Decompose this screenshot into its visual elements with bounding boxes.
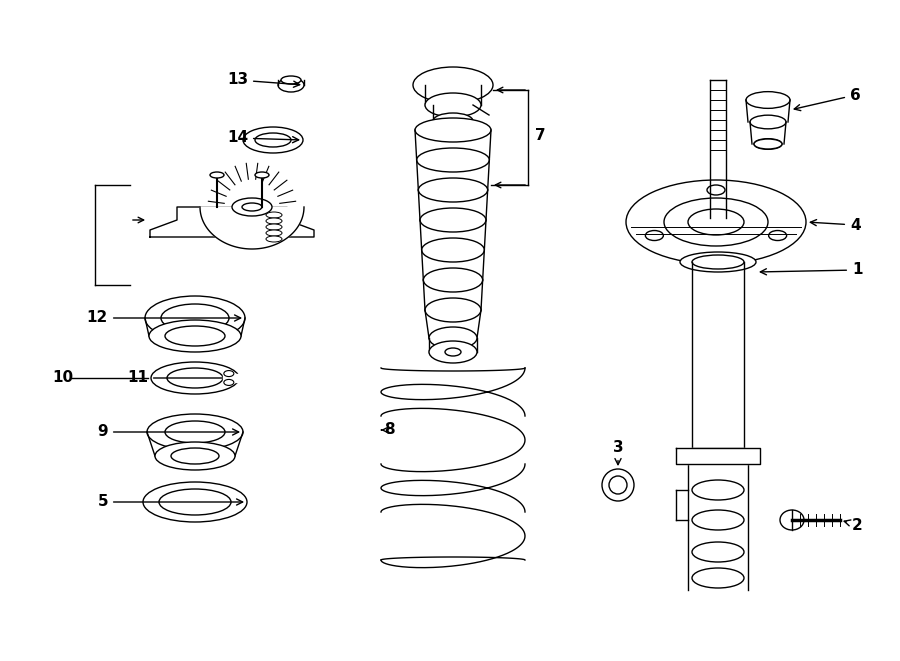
Ellipse shape (149, 320, 241, 352)
Ellipse shape (420, 208, 486, 232)
Ellipse shape (255, 133, 291, 147)
Ellipse shape (645, 231, 663, 241)
Ellipse shape (692, 480, 744, 500)
Ellipse shape (155, 442, 235, 470)
Text: 2: 2 (844, 518, 863, 533)
Text: 1: 1 (760, 262, 862, 278)
Ellipse shape (255, 172, 269, 178)
Ellipse shape (445, 348, 461, 356)
Text: 9: 9 (97, 424, 238, 440)
Ellipse shape (422, 238, 484, 262)
Ellipse shape (692, 542, 744, 562)
Ellipse shape (417, 148, 490, 172)
Ellipse shape (242, 203, 262, 211)
Ellipse shape (266, 212, 282, 218)
Ellipse shape (278, 78, 304, 92)
Ellipse shape (433, 113, 473, 129)
Ellipse shape (688, 209, 744, 235)
Text: 7: 7 (535, 128, 545, 143)
Ellipse shape (429, 341, 477, 363)
Text: 8: 8 (382, 422, 395, 438)
Text: 10: 10 (52, 371, 73, 385)
Ellipse shape (266, 230, 282, 236)
Polygon shape (676, 448, 760, 464)
Ellipse shape (224, 371, 234, 377)
Text: 12: 12 (86, 311, 240, 325)
Ellipse shape (165, 326, 225, 346)
Ellipse shape (626, 180, 806, 264)
Ellipse shape (151, 362, 239, 394)
Text: 11: 11 (127, 371, 235, 385)
Ellipse shape (425, 298, 481, 322)
Ellipse shape (746, 92, 790, 108)
Ellipse shape (609, 476, 627, 494)
Text: 5: 5 (97, 494, 243, 510)
Ellipse shape (707, 185, 725, 195)
Ellipse shape (266, 236, 282, 242)
Ellipse shape (413, 67, 493, 103)
Ellipse shape (159, 489, 231, 515)
Ellipse shape (664, 198, 768, 246)
Ellipse shape (692, 255, 744, 269)
Ellipse shape (165, 421, 225, 443)
Ellipse shape (425, 93, 481, 117)
Ellipse shape (143, 482, 247, 522)
Ellipse shape (210, 172, 224, 178)
Ellipse shape (780, 510, 804, 530)
Ellipse shape (171, 448, 219, 464)
Ellipse shape (243, 127, 303, 153)
Ellipse shape (750, 115, 786, 129)
Text: 4: 4 (810, 217, 860, 233)
Ellipse shape (423, 268, 482, 292)
Ellipse shape (754, 139, 782, 149)
Ellipse shape (232, 198, 272, 216)
Polygon shape (223, 374, 239, 382)
Ellipse shape (147, 414, 243, 450)
Ellipse shape (602, 469, 634, 501)
Ellipse shape (145, 296, 245, 340)
Ellipse shape (281, 76, 301, 84)
Polygon shape (200, 207, 304, 249)
Text: 13: 13 (227, 73, 300, 87)
Ellipse shape (266, 224, 282, 230)
Ellipse shape (224, 379, 234, 385)
Ellipse shape (415, 118, 491, 142)
Ellipse shape (429, 327, 477, 349)
Ellipse shape (692, 510, 744, 530)
Text: 3: 3 (613, 440, 624, 465)
Ellipse shape (680, 252, 756, 272)
Polygon shape (150, 207, 314, 237)
Text: 14: 14 (227, 130, 299, 145)
Ellipse shape (167, 368, 223, 388)
Ellipse shape (266, 218, 282, 224)
Text: 6: 6 (794, 87, 860, 110)
Ellipse shape (418, 178, 488, 202)
Ellipse shape (692, 568, 744, 588)
Ellipse shape (161, 304, 229, 332)
Ellipse shape (769, 231, 787, 241)
Ellipse shape (754, 139, 782, 149)
